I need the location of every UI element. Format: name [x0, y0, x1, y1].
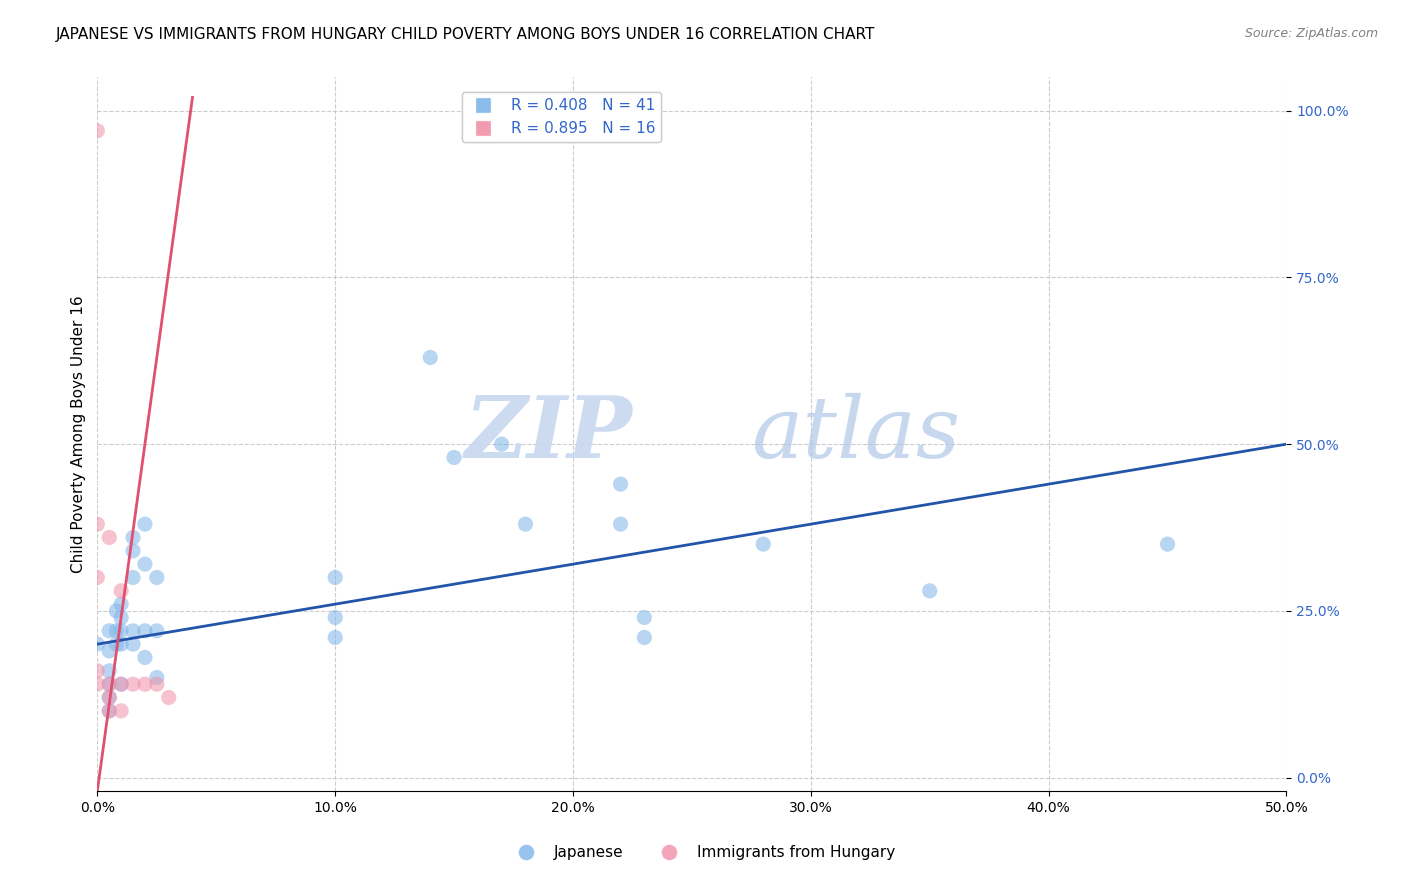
Point — [134, 677, 156, 691]
Point — [86, 677, 108, 691]
Point — [122, 531, 145, 545]
Point — [122, 570, 145, 584]
Point — [633, 610, 655, 624]
Text: atlas: atlas — [751, 392, 960, 475]
Legend: R = 0.408   N = 41, R = 0.895   N = 16: R = 0.408 N = 41, R = 0.895 N = 16 — [461, 92, 661, 142]
Point — [98, 704, 121, 718]
Text: JAPANESE VS IMMIGRANTS FROM HUNGARY CHILD POVERTY AMONG BOYS UNDER 16 CORRELATIO: JAPANESE VS IMMIGRANTS FROM HUNGARY CHIL… — [56, 27, 876, 42]
Point — [419, 351, 441, 365]
Text: ZIP: ZIP — [464, 392, 633, 476]
Point — [86, 124, 108, 138]
Point — [110, 597, 132, 611]
Point — [98, 644, 121, 658]
Point — [918, 583, 941, 598]
Point — [105, 624, 128, 638]
Point — [134, 517, 156, 532]
Point — [98, 690, 121, 705]
Point — [98, 677, 121, 691]
Y-axis label: Child Poverty Among Boys Under 16: Child Poverty Among Boys Under 16 — [72, 295, 86, 573]
Point — [122, 544, 145, 558]
Point — [134, 624, 156, 638]
Point — [134, 650, 156, 665]
Point — [443, 450, 465, 465]
Point — [86, 570, 108, 584]
Point — [146, 671, 169, 685]
Point — [609, 477, 631, 491]
Point — [98, 531, 121, 545]
Legend: Japanese, Immigrants from Hungary: Japanese, Immigrants from Hungary — [505, 839, 901, 866]
Point — [86, 517, 108, 532]
Point — [146, 570, 169, 584]
Point — [323, 570, 346, 584]
Point — [110, 704, 132, 718]
Point — [515, 517, 537, 532]
Point — [98, 704, 121, 718]
Point — [491, 437, 513, 451]
Point — [110, 637, 132, 651]
Point — [86, 664, 108, 678]
Point — [122, 677, 145, 691]
Point — [98, 664, 121, 678]
Point — [157, 690, 180, 705]
Point — [323, 610, 346, 624]
Point — [98, 624, 121, 638]
Point — [110, 677, 132, 691]
Point — [110, 624, 132, 638]
Point — [86, 637, 108, 651]
Point — [110, 677, 132, 691]
Point — [105, 604, 128, 618]
Point — [146, 677, 169, 691]
Point — [98, 690, 121, 705]
Point — [633, 631, 655, 645]
Point — [146, 624, 169, 638]
Point — [110, 610, 132, 624]
Point — [134, 557, 156, 571]
Point — [1156, 537, 1178, 551]
Point — [98, 677, 121, 691]
Point — [122, 624, 145, 638]
Point — [323, 631, 346, 645]
Point — [110, 583, 132, 598]
Point — [609, 517, 631, 532]
Point — [105, 637, 128, 651]
Text: Source: ZipAtlas.com: Source: ZipAtlas.com — [1244, 27, 1378, 40]
Point — [122, 637, 145, 651]
Point — [752, 537, 775, 551]
